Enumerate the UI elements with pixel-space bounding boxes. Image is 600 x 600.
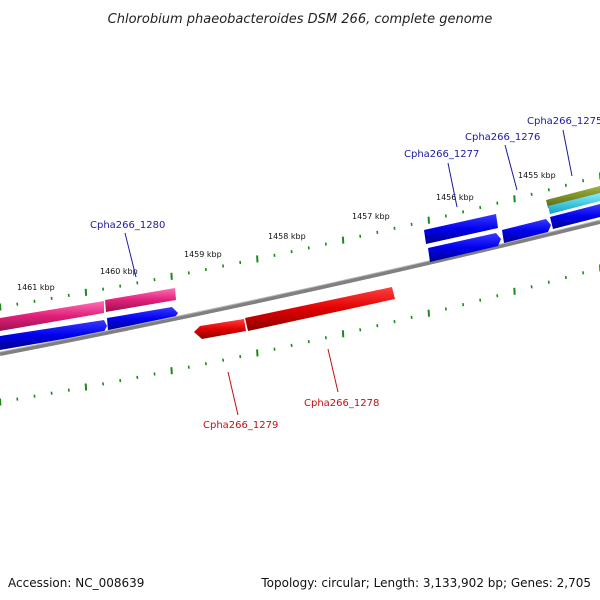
genome-backbone — [0, 220, 600, 356]
scale-label: 1461 kbp — [17, 283, 55, 292]
leader-line — [327, 348, 339, 393]
inner-tick-track — [0, 264, 600, 406]
forward-gene-arrow-1277[interactable] — [424, 214, 498, 244]
gene-label-1279[interactable]: Cpha266_1279 — [203, 420, 278, 431]
leader-line — [562, 129, 573, 177]
genome-backbone-highlight — [0, 219, 600, 353]
scale-label: 1460 kbp — [100, 267, 138, 276]
pink-feature-right[interactable] — [105, 288, 176, 312]
forward-gene-arrow-1276[interactable] — [502, 219, 551, 243]
leader-line — [447, 162, 458, 208]
leader-line — [124, 232, 137, 278]
scale-label: 1457 kbp — [352, 212, 390, 221]
leader-line — [227, 371, 239, 416]
gene-label-1277[interactable]: Cpha266_1277 — [404, 149, 479, 160]
genome-title: Chlorobium phaeobacteroides DSM 266, com… — [108, 12, 493, 27]
leader-line — [504, 144, 518, 191]
reverse-gene-arrow-1279[interactable] — [194, 319, 246, 339]
cyan-feature[interactable] — [548, 193, 600, 214]
forward-gene-arrow-1275[interactable] — [550, 204, 600, 229]
genome-summary-text: Topology: circular; Length: 3,133,902 bp… — [260, 576, 591, 590]
gene-label-1275[interactable]: Cpha266_1275 — [527, 116, 600, 127]
outer-tick-track — [0, 172, 600, 311]
olive-feature[interactable] — [546, 186, 600, 208]
forward-gene-arrow[interactable] — [0, 320, 107, 350]
forward-gene-arrow[interactable] — [107, 307, 178, 331]
scale-label: 1459 kbp — [184, 250, 222, 259]
accession-text: Accession: NC_008639 — [8, 576, 144, 590]
reverse-gene-arrow-1278[interactable] — [245, 287, 395, 331]
forward-gene-arrow[interactable] — [428, 233, 501, 262]
gene-label-1280[interactable]: Cpha266_1280 — [90, 220, 165, 231]
pink-feature-left[interactable] — [0, 301, 104, 331]
gene-label-1278[interactable]: Cpha266_1278 — [304, 398, 379, 409]
scale-label: 1455 kbp — [518, 171, 556, 180]
scale-label: 1458 kbp — [268, 232, 306, 241]
gene-label-1276[interactable]: Cpha266_1276 — [465, 132, 540, 143]
